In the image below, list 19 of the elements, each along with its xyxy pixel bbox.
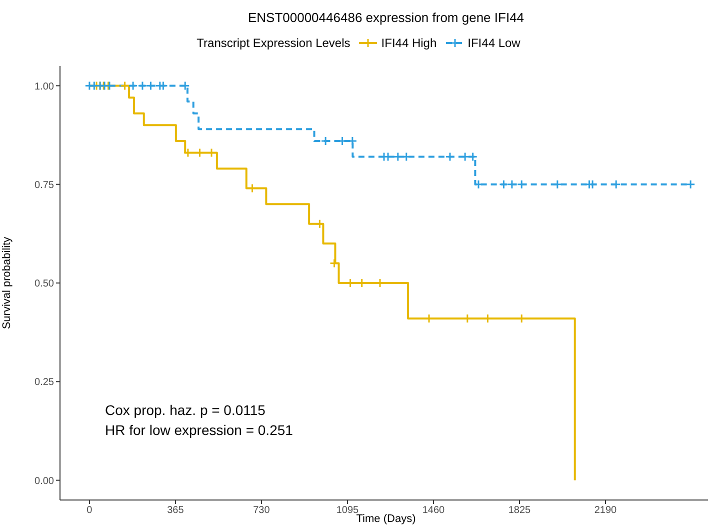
chart-title: ENST00000446486 expression from gene IFI44 <box>246 10 526 25</box>
x-axis-title: Time (Days) <box>356 513 416 525</box>
x-tick-label: 730 <box>253 505 270 516</box>
x-tick-label: 365 <box>167 505 184 516</box>
legend-label: IFI44 Low <box>468 36 520 50</box>
y-tick-label: 0.50 <box>34 278 54 290</box>
x-tick-label: 1825 <box>508 505 532 516</box>
x-tick-label: 1460 <box>422 505 446 516</box>
y-tick-label: 0.75 <box>34 180 54 191</box>
annotation: Cox prop. haz. p = 0.0115 <box>105 401 266 420</box>
legend-title: Transcript Expression Levels <box>196 36 350 50</box>
x-tick-label: 2190 <box>594 505 618 516</box>
y-tick-label: 1.00 <box>34 81 54 92</box>
legend-label: IFI44 High <box>381 36 437 50</box>
y-tick-label: 0.00 <box>34 476 54 487</box>
annotation: HR for low expression = 0.251 <box>105 421 293 440</box>
y-axis-title: Survival probability <box>0 236 13 330</box>
y-tick-label: 0.25 <box>34 377 54 388</box>
x-tick-label: 0 <box>86 505 93 516</box>
